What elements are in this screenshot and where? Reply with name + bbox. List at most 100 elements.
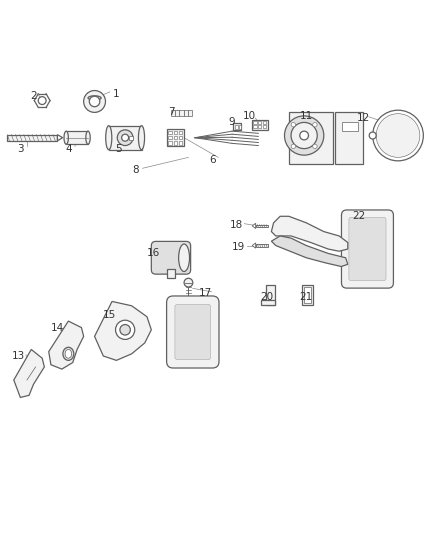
Bar	[289, 111, 332, 164]
Bar	[175, 110, 179, 116]
Ellipse shape	[64, 131, 68, 144]
Bar	[179, 131, 182, 134]
Circle shape	[300, 131, 308, 140]
Bar	[235, 125, 238, 128]
Circle shape	[184, 278, 193, 287]
Bar	[233, 123, 241, 130]
Circle shape	[291, 123, 296, 127]
Polygon shape	[49, 321, 84, 369]
Bar	[266, 285, 275, 305]
Bar	[173, 136, 177, 140]
FancyBboxPatch shape	[342, 210, 393, 288]
Polygon shape	[256, 244, 268, 247]
FancyBboxPatch shape	[151, 241, 191, 274]
Ellipse shape	[138, 126, 145, 150]
FancyBboxPatch shape	[166, 296, 219, 368]
Circle shape	[376, 114, 420, 157]
Bar	[258, 125, 261, 128]
Text: 18: 18	[230, 220, 243, 230]
Circle shape	[291, 144, 296, 149]
Bar	[179, 141, 182, 144]
Bar	[179, 110, 184, 116]
Bar	[166, 129, 184, 147]
Text: 7: 7	[168, 107, 174, 117]
Text: 2: 2	[30, 91, 37, 101]
Text: 3: 3	[17, 143, 24, 154]
Bar	[129, 135, 133, 140]
Text: 21: 21	[300, 292, 313, 302]
Text: 20: 20	[261, 292, 274, 302]
Text: 10: 10	[243, 111, 256, 121]
Ellipse shape	[106, 126, 112, 150]
Text: 4: 4	[65, 143, 72, 154]
Circle shape	[120, 325, 131, 335]
Bar	[170, 110, 175, 116]
Bar	[168, 141, 172, 144]
Bar	[166, 269, 175, 278]
Bar	[184, 110, 188, 116]
Circle shape	[38, 96, 46, 104]
Bar	[302, 285, 313, 305]
Circle shape	[89, 96, 100, 107]
Bar	[335, 111, 363, 164]
Bar	[173, 131, 177, 134]
Circle shape	[313, 144, 317, 149]
Bar	[188, 110, 192, 116]
FancyBboxPatch shape	[175, 304, 211, 360]
Text: 6: 6	[209, 155, 216, 165]
Circle shape	[117, 130, 133, 146]
Bar	[179, 136, 182, 140]
Circle shape	[116, 320, 135, 340]
Bar	[304, 287, 311, 303]
Text: 15: 15	[103, 310, 117, 319]
Text: 13: 13	[11, 351, 25, 361]
Circle shape	[373, 110, 424, 161]
Circle shape	[313, 123, 317, 127]
Bar	[342, 122, 358, 131]
Bar	[168, 131, 172, 134]
Bar	[173, 141, 177, 144]
Polygon shape	[57, 135, 63, 141]
Bar	[263, 125, 266, 128]
Polygon shape	[14, 350, 44, 398]
Polygon shape	[272, 236, 348, 266]
Circle shape	[291, 123, 317, 149]
Circle shape	[285, 116, 324, 155]
Ellipse shape	[179, 244, 190, 271]
Ellipse shape	[86, 131, 90, 144]
Bar	[258, 121, 261, 124]
Circle shape	[369, 132, 376, 139]
Polygon shape	[256, 224, 268, 227]
Bar	[66, 131, 88, 144]
Bar	[252, 120, 268, 130]
Text: 1: 1	[113, 89, 120, 99]
Text: 11: 11	[300, 111, 313, 121]
Text: 14: 14	[51, 322, 64, 333]
Polygon shape	[272, 216, 348, 251]
Text: 12: 12	[357, 113, 370, 123]
Text: 17: 17	[199, 288, 212, 298]
Circle shape	[122, 134, 129, 141]
Ellipse shape	[88, 96, 101, 100]
Polygon shape	[7, 135, 57, 141]
Text: 16: 16	[147, 248, 160, 259]
Circle shape	[84, 91, 106, 112]
Text: 19: 19	[232, 242, 245, 252]
Bar	[254, 125, 257, 128]
Polygon shape	[252, 243, 256, 248]
Bar	[109, 126, 141, 150]
Text: 22: 22	[352, 211, 365, 221]
Polygon shape	[95, 302, 151, 360]
Bar	[168, 136, 172, 140]
Bar	[263, 121, 266, 124]
FancyBboxPatch shape	[349, 217, 386, 281]
Polygon shape	[252, 223, 256, 229]
Text: 5: 5	[115, 144, 122, 155]
Ellipse shape	[65, 350, 72, 358]
Bar	[254, 121, 257, 124]
Text: 8: 8	[133, 165, 139, 175]
Bar	[261, 300, 275, 305]
Ellipse shape	[63, 348, 74, 360]
Bar	[239, 125, 241, 128]
Text: 9: 9	[229, 117, 235, 127]
